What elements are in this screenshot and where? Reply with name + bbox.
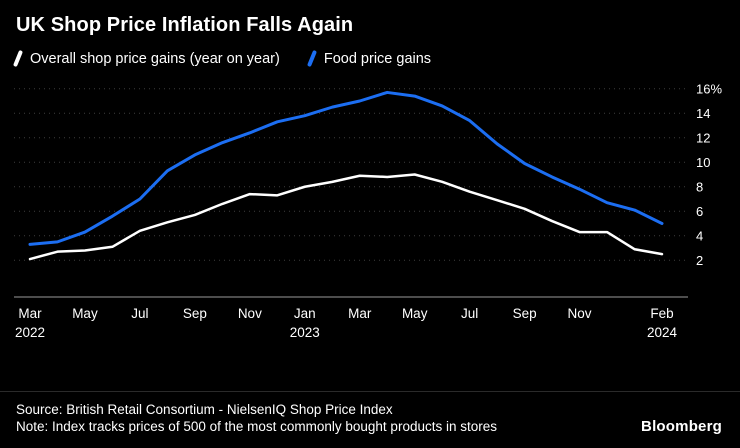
- y-axis-tick-label: 14: [696, 106, 710, 121]
- legend-label-food: Food price gains: [323, 50, 432, 67]
- x-axis-tick-label: Mar: [18, 306, 42, 321]
- chart-svg: 2 4 6 8 10 12 14 16% Mar 2022 May Jul Sep Nov Jan 2023 M…: [14, 81, 722, 340]
- footer-note: Note: Index tracks prices of 500 of the …: [16, 419, 497, 435]
- x-axis-tick-label: Nov: [238, 306, 262, 321]
- legend-item-overall: Overall shop price gains (year on year): [12, 49, 280, 68]
- y-axis-tick-label: 6: [696, 204, 703, 219]
- x-axis-tick-label: May: [72, 306, 98, 321]
- y-axis-tick-label: 10: [696, 155, 710, 170]
- x-axis-tick-label: Jul: [131, 306, 148, 321]
- bloomberg-logo: Bloomberg: [641, 418, 722, 435]
- x-axis-tick-label: Feb: [650, 306, 673, 321]
- overall-line-swatch-icon: [12, 49, 24, 68]
- x-axis-year-label: 2022: [15, 325, 45, 340]
- x-axis-year-label: 2023: [290, 325, 320, 340]
- overall-shop-price-gains-line: [28, 173, 664, 261]
- food-line-swatch-icon: [306, 49, 317, 68]
- legend-label-overall: Overall shop price gains (year on year): [30, 50, 280, 67]
- x-axis-tick-label: Sep: [513, 306, 537, 321]
- y-axis-tick-label: 2: [696, 253, 703, 268]
- x-axis-tick-label: Sep: [183, 306, 207, 321]
- legend-item-food: Food price gains: [306, 49, 432, 68]
- y-axis-tick-label: 4: [696, 228, 703, 243]
- footer-source: Source: British Retail Consortium - Niel…: [16, 401, 393, 417]
- x-axis-tick-label: May: [402, 306, 428, 321]
- x-axis-tick-label: Jan: [294, 306, 316, 321]
- legend: Overall shop price gains (year on year) …: [0, 37, 740, 69]
- y-axis-tick-label: 12: [696, 130, 710, 145]
- page-title: UK Shop Price Inflation Falls Again: [16, 14, 354, 36]
- x-axis-year-label: 2024: [647, 325, 678, 340]
- footer: Source: British Retail Consortium - Niel…: [0, 390, 740, 448]
- x-axis-tick-label: Mar: [348, 306, 372, 321]
- y-axis-tick-label: 8: [696, 179, 703, 194]
- x-axis-tick-label: Nov: [568, 306, 592, 321]
- x-axis-tick-label: Jul: [461, 306, 478, 321]
- y-axis-tick-label: 16%: [696, 81, 722, 96]
- food-price-gains-line: [28, 90, 664, 246]
